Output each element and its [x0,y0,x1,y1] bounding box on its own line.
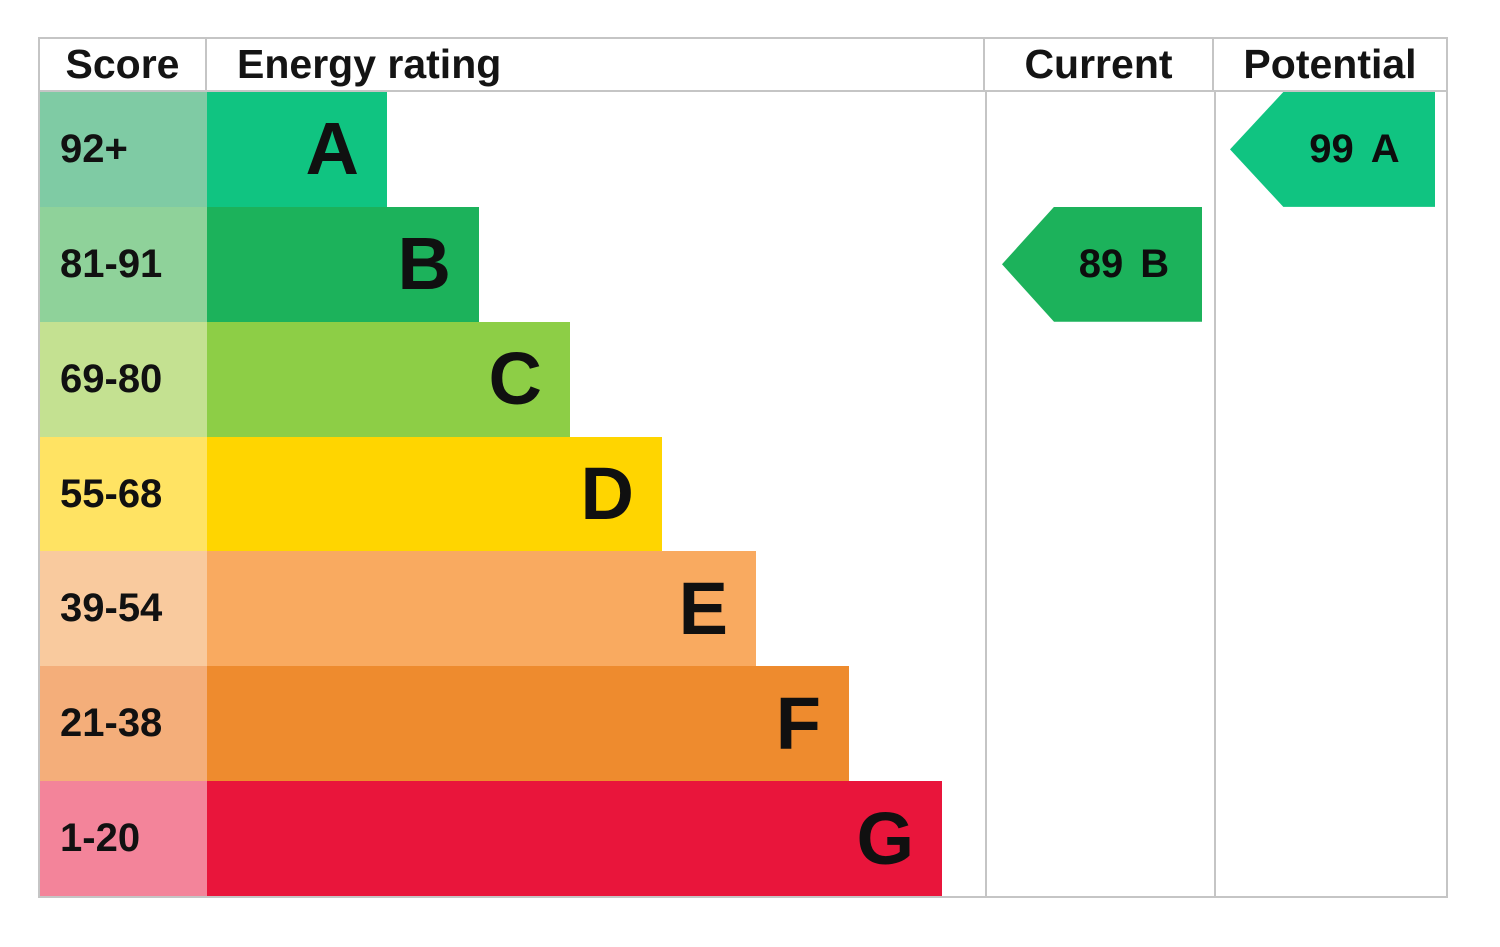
band-letter: C [488,337,542,421]
band-bar-f: F [207,666,849,782]
chart-body: 92+ A 81-91 B 69-80 C 55-68 D 39-54 E 21-38 F 1-20 G 8… [40,92,1446,897]
band-letter: F [775,681,821,765]
band-bar-a: A [207,92,387,207]
band-bar-c: C [207,321,570,437]
band-row-d: 55-68 D [40,436,1446,552]
band-score-range: 1-20 [40,781,207,897]
header-potential: Potential [1243,41,1417,87]
header-current: Current [985,39,1214,90]
band-letter: D [580,452,634,535]
band-row-e: 39-54 E [40,551,1446,667]
band-score-range: 92+ [40,92,207,207]
band-row-f: 21-38 F [40,666,1446,782]
current-rating-value: 89 [1078,241,1124,286]
column-divider-current [985,92,987,896]
band-letter: B [397,222,451,306]
potential-rating-letter: A [1370,126,1400,171]
band-letter: G [856,796,914,880]
band-bar-b: B [207,206,479,322]
band-bar-g: G [207,781,942,897]
band-score-range: 69-80 [40,321,207,437]
current-rating-letter: B [1140,241,1170,286]
table-header-row: Score Energy rating Current Potential [40,39,1446,92]
header-energy-rating: Energy rating [207,39,985,90]
column-divider-potential [1214,92,1216,896]
header-score: Score [40,39,207,90]
band-row-a: 92+ A [40,92,1446,207]
band-letter: E [678,566,728,650]
band-score-range: 39-54 [40,551,207,667]
band-letter: A [305,107,359,191]
band-score-range: 55-68 [40,436,207,552]
band-row-b: 81-91 B [40,206,1446,322]
band-bar-d: D [207,436,662,552]
potential-rating-value: 99 [1309,126,1354,171]
band-score-range: 81-91 [40,206,207,322]
band-row-g: 1-20 G [40,781,1446,897]
band-bar-e: E [207,551,756,667]
epc-table: Score Energy rating Current Potential 92… [38,37,1448,898]
band-score-range: 21-38 [40,666,207,782]
band-row-c: 69-80 C [40,321,1446,437]
